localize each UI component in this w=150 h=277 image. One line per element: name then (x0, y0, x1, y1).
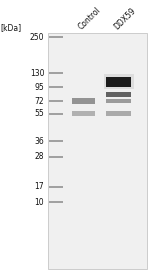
Text: 72: 72 (35, 97, 44, 106)
Bar (72, 98, 95, 104)
Bar (72, 111, 95, 116)
Bar (106, 77, 131, 86)
Bar (103, 74, 134, 89)
Text: DDX59: DDX59 (112, 7, 137, 32)
Bar (106, 111, 131, 116)
Text: 10: 10 (35, 198, 44, 207)
Text: 250: 250 (30, 33, 44, 42)
Bar (48, 33, 147, 269)
Text: 28: 28 (35, 152, 44, 161)
Text: 95: 95 (34, 83, 44, 92)
Bar (106, 92, 131, 97)
Text: [kDa]: [kDa] (0, 23, 21, 32)
Text: 17: 17 (35, 183, 44, 191)
Text: 36: 36 (34, 137, 44, 146)
Bar (106, 99, 131, 103)
Text: 55: 55 (34, 109, 44, 118)
Text: Control: Control (77, 6, 103, 32)
Text: 130: 130 (30, 69, 44, 78)
